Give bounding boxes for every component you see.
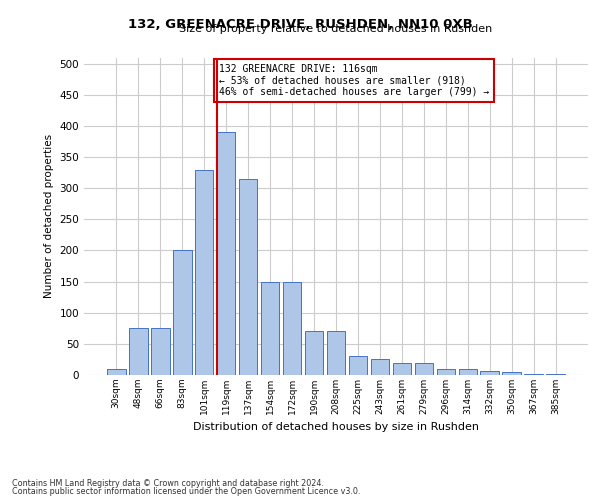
Bar	[151, 328, 170, 375]
Bar	[481, 370, 499, 375]
Text: Contains HM Land Registry data © Crown copyright and database right 2024.: Contains HM Land Registry data © Crown c…	[12, 478, 324, 488]
Bar	[524, 374, 543, 375]
X-axis label: Distribution of detached houses by size in Rushden: Distribution of detached houses by size …	[193, 422, 479, 432]
Bar	[173, 250, 191, 375]
Bar	[458, 369, 477, 375]
Text: Contains public sector information licensed under the Open Government Licence v3: Contains public sector information licen…	[12, 487, 361, 496]
Bar	[349, 356, 367, 375]
Bar	[305, 332, 323, 375]
Title: Size of property relative to detached houses in Rushden: Size of property relative to detached ho…	[179, 24, 493, 34]
Bar	[437, 369, 455, 375]
Text: 132 GREENACRE DRIVE: 116sqm
← 53% of detached houses are smaller (918)
46% of se: 132 GREENACRE DRIVE: 116sqm ← 53% of det…	[219, 64, 489, 97]
Bar	[547, 374, 565, 375]
Y-axis label: Number of detached properties: Number of detached properties	[44, 134, 54, 298]
Text: 132, GREENACRE DRIVE, RUSHDEN, NN10 0XB: 132, GREENACRE DRIVE, RUSHDEN, NN10 0XB	[128, 18, 472, 30]
Bar	[326, 332, 346, 375]
Bar	[129, 328, 148, 375]
Bar	[502, 372, 521, 375]
Bar	[239, 179, 257, 375]
Bar	[392, 362, 411, 375]
Bar	[261, 282, 280, 375]
Bar	[217, 132, 235, 375]
Bar	[283, 282, 301, 375]
Bar	[415, 362, 433, 375]
Bar	[195, 170, 214, 375]
Bar	[107, 369, 125, 375]
Bar	[371, 360, 389, 375]
